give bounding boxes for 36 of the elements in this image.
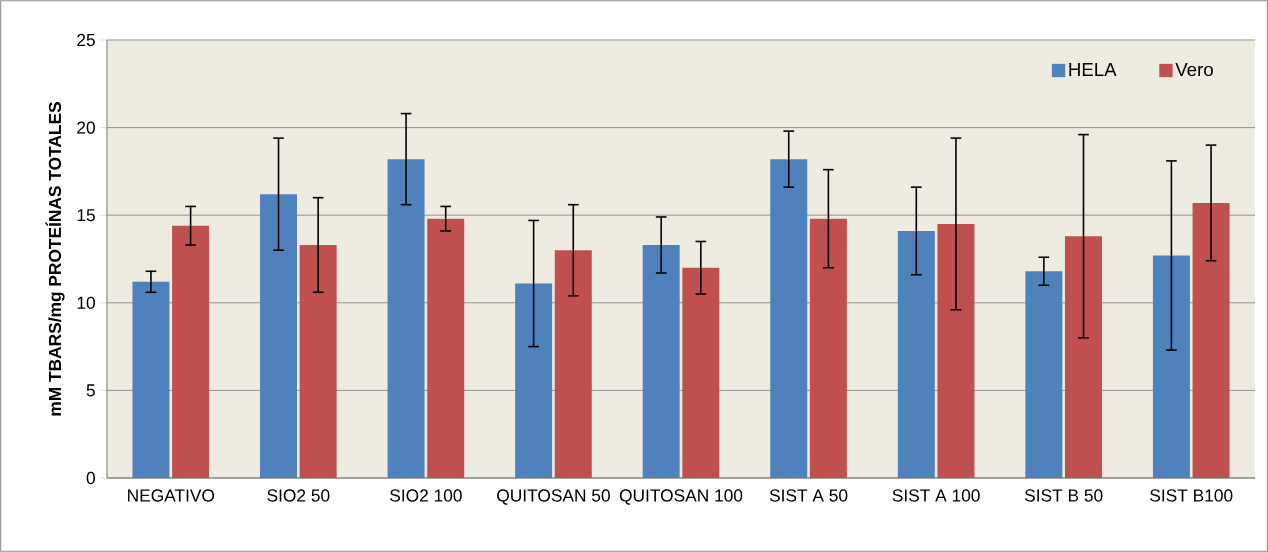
bar <box>427 218 465 478</box>
x-tick-label: QUITOSAN 50 <box>497 489 610 505</box>
bar <box>1065 236 1102 478</box>
x-tick-label: SIO2 50 <box>267 489 330 502</box>
y-tick-label: 10 <box>77 296 95 309</box>
bar <box>1025 271 1063 478</box>
x-tick-label: NEGATIVO <box>128 489 215 502</box>
y-tick-label: 5 <box>86 384 95 397</box>
bar <box>1152 255 1190 478</box>
bar <box>809 218 847 478</box>
bar <box>172 225 210 478</box>
x-tick-label: SIO2 100 <box>390 489 462 502</box>
bar <box>770 159 808 478</box>
x-tick-label: QUITOSAN 100 <box>619 489 743 505</box>
x-tick-label: SIST A 50 <box>769 489 848 502</box>
bar <box>132 281 170 478</box>
legend-label: HELA <box>1069 63 1117 76</box>
y-tick-label: 25 <box>77 33 95 47</box>
bar <box>642 244 680 478</box>
x-tick-label: SIST A 100 <box>892 489 980 502</box>
bar <box>897 230 935 478</box>
bar <box>387 159 425 478</box>
bar <box>1192 202 1230 478</box>
bar <box>299 244 337 478</box>
bar <box>260 194 298 478</box>
bar <box>937 223 975 478</box>
legend-label: Vero <box>1175 63 1213 77</box>
bar <box>682 267 720 478</box>
y-tick-label: 0 <box>86 471 95 485</box>
bar <box>554 250 592 478</box>
y-axis-title: mM TBARS/mg PROTEÍNAS TOTALES <box>45 102 65 416</box>
y-tick-label: 15 <box>77 209 95 222</box>
bar <box>515 283 553 478</box>
x-tick-label: SIST B 50 <box>1024 489 1103 502</box>
x-tick-label: SIST B100 <box>1150 489 1233 502</box>
y-tick-label: 20 <box>77 121 95 134</box>
